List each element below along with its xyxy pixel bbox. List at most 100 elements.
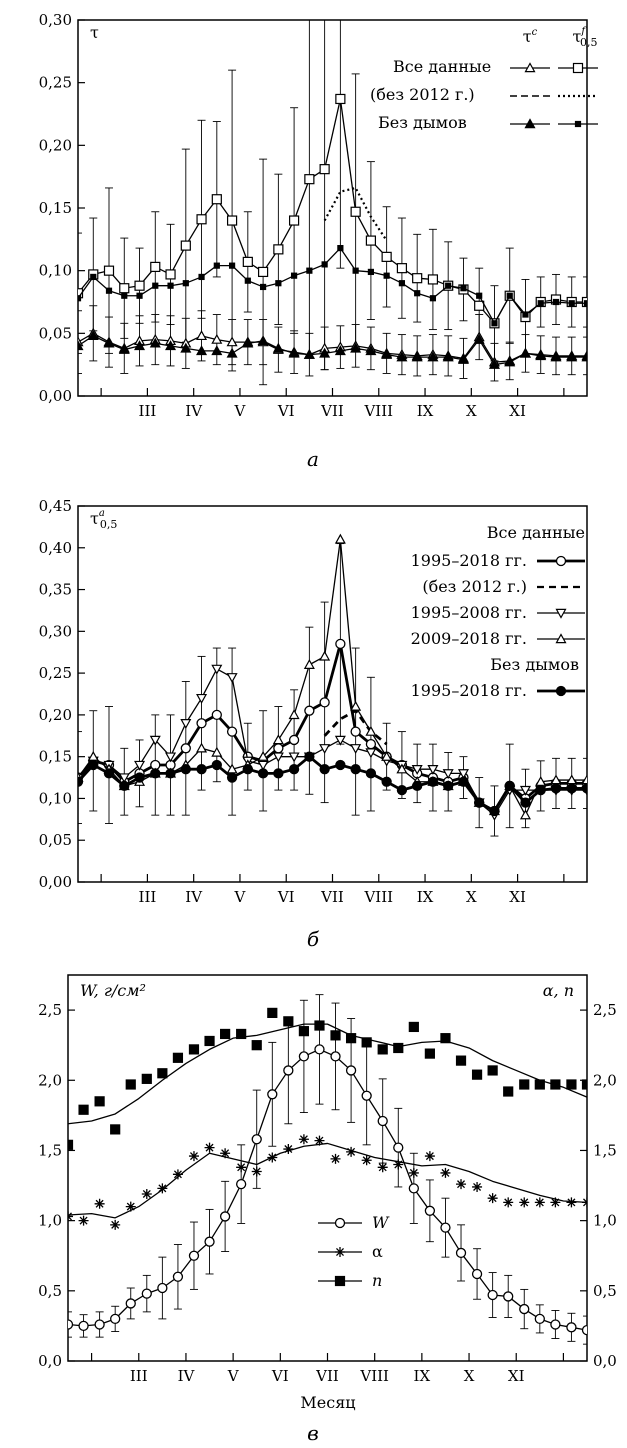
series-line bbox=[68, 1048, 587, 1331]
data-point bbox=[211, 333, 223, 344]
data-point bbox=[550, 1319, 561, 1330]
data-point bbox=[226, 772, 238, 783]
panel-b-legend: Все данные 1995–2018 гг. (без 2012 г.) 1… bbox=[411, 523, 585, 700]
data-point bbox=[427, 274, 439, 285]
data-point bbox=[290, 272, 298, 279]
legend-b-row-5: Без дымов bbox=[490, 655, 579, 674]
data-point bbox=[242, 337, 254, 348]
data-point bbox=[226, 347, 238, 358]
data-point bbox=[471, 1069, 483, 1080]
legend-b-row-3: 1995–2008 гг. bbox=[411, 603, 527, 622]
data-point bbox=[522, 311, 529, 318]
data-point bbox=[335, 638, 346, 650]
panel-c-legend: W α n bbox=[318, 1213, 390, 1290]
data-point bbox=[78, 1320, 89, 1332]
data-point bbox=[134, 340, 146, 351]
data-point bbox=[273, 768, 284, 779]
data-point bbox=[288, 709, 300, 720]
data-point bbox=[68, 1211, 73, 1222]
data-point bbox=[78, 1215, 89, 1226]
data-point bbox=[443, 780, 454, 792]
ytick-label: 1,0 bbox=[38, 1212, 62, 1230]
ytick-label: 2,0 bbox=[38, 1071, 62, 1089]
xtick-label: VII bbox=[320, 888, 344, 906]
legend-b-row-4: 2009–2018 гг. bbox=[411, 629, 527, 648]
data-point bbox=[471, 1268, 483, 1280]
data-point bbox=[87, 750, 99, 761]
data-point bbox=[412, 780, 423, 792]
xtick-label: XI bbox=[509, 888, 526, 906]
xtick-label: VIII bbox=[363, 888, 393, 906]
data-point bbox=[487, 1289, 498, 1301]
data-point bbox=[298, 1134, 309, 1145]
legend-a-row-nosmoke: Без дымов bbox=[378, 113, 467, 132]
data-point bbox=[103, 265, 115, 276]
data-point bbox=[88, 759, 99, 771]
data-point bbox=[213, 262, 220, 269]
data-point bbox=[424, 1048, 435, 1059]
data-point bbox=[319, 650, 331, 661]
data-point bbox=[272, 752, 284, 763]
series-line bbox=[78, 98, 587, 324]
data-point bbox=[272, 342, 284, 353]
data-point bbox=[172, 1169, 183, 1180]
legend-b-0918-marker bbox=[555, 633, 567, 644]
legend-c-alpha-marker bbox=[335, 1247, 345, 1257]
panel-c-ylabel-right: α, n bbox=[543, 981, 574, 1000]
data-point bbox=[78, 340, 84, 351]
data-point bbox=[257, 335, 269, 346]
plot-area bbox=[78, 533, 587, 837]
data-point bbox=[566, 1322, 577, 1333]
data-point bbox=[457, 769, 469, 780]
panel-a-legend: τc τf 0,5 Все данные (без 2012 г.) Без ды… bbox=[370, 26, 598, 132]
data-point bbox=[257, 768, 269, 779]
data-point bbox=[149, 337, 161, 348]
xtick-label: IX bbox=[417, 402, 434, 420]
data-point bbox=[165, 752, 177, 763]
data-point bbox=[337, 245, 344, 252]
data-point bbox=[119, 780, 130, 792]
data-point bbox=[472, 1181, 483, 1192]
panel-b-caption: б bbox=[307, 927, 320, 951]
data-point bbox=[330, 1030, 341, 1041]
data-point bbox=[283, 1065, 294, 1076]
data-point bbox=[211, 746, 223, 757]
panel-c-frame bbox=[67, 974, 588, 1362]
data-point bbox=[411, 764, 423, 775]
legend-a-header-tc: τc bbox=[523, 27, 538, 46]
data-point bbox=[335, 759, 346, 771]
ytick-right-label: 1,5 bbox=[593, 1141, 617, 1159]
data-point bbox=[319, 764, 330, 775]
xtick-label: VI bbox=[277, 402, 295, 420]
data-point bbox=[172, 1271, 184, 1282]
data-point bbox=[188, 1151, 199, 1162]
data-point bbox=[251, 1166, 262, 1177]
data-point bbox=[414, 290, 421, 297]
legend-b-all-marker bbox=[555, 555, 567, 567]
data-point bbox=[491, 320, 498, 327]
data-point bbox=[188, 1044, 200, 1055]
data-point bbox=[550, 783, 562, 794]
series-line bbox=[78, 335, 587, 366]
data-point bbox=[408, 1183, 419, 1194]
data-point bbox=[118, 773, 130, 784]
data-point bbox=[381, 750, 393, 761]
data-point bbox=[204, 1236, 215, 1247]
ytick-label: 2,5 bbox=[38, 1001, 62, 1019]
data-point bbox=[352, 267, 359, 274]
plot-area bbox=[68, 994, 587, 1345]
legend-b-row-6: 1995–2018 гг. bbox=[411, 681, 527, 700]
data-point bbox=[110, 1219, 121, 1230]
xtick-label: XI bbox=[509, 402, 526, 420]
legend-a-tc-nosmoke-marker bbox=[524, 118, 536, 129]
plot-area bbox=[78, 20, 587, 386]
data-point bbox=[365, 345, 377, 356]
data-point bbox=[314, 1135, 325, 1146]
ytick-label: 0,05 bbox=[39, 831, 72, 849]
data-point bbox=[427, 764, 439, 775]
data-point bbox=[118, 343, 130, 354]
data-point bbox=[211, 194, 222, 205]
xtick-label: IV bbox=[178, 1367, 196, 1385]
series-line bbox=[323, 186, 388, 242]
